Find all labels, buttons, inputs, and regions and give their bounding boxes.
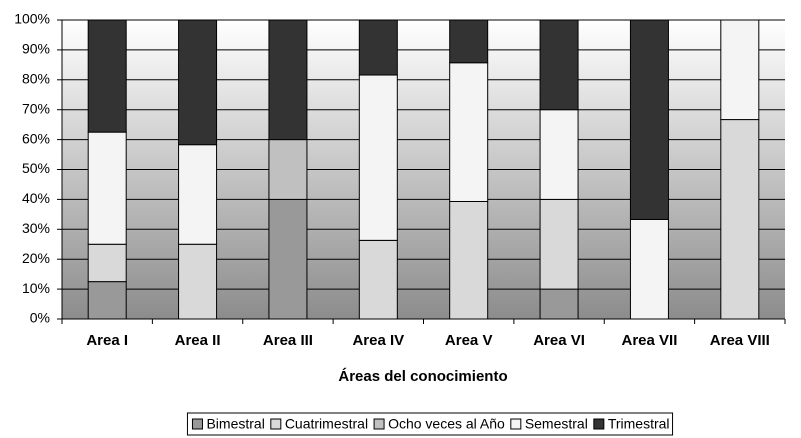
bar-segment [268, 198, 308, 320]
y-tick-label: 90% [22, 41, 50, 57]
x-tick-label: Area I [86, 332, 128, 349]
legend-label: Trimestral [608, 416, 670, 432]
bar-segment [629, 19, 669, 220]
y-tick-label: 40% [22, 190, 50, 206]
y-tick-label: 20% [22, 250, 50, 266]
bar-segment [87, 281, 127, 320]
bar-segment [358, 239, 398, 320]
legend-swatch [191, 418, 203, 430]
bar-segment [720, 119, 760, 320]
bar-segment [268, 19, 308, 141]
bar-segment [268, 139, 308, 200]
bar-segment [178, 19, 218, 146]
x-tick-label: Area VI [533, 332, 585, 349]
x-tick-label: Area III [263, 332, 313, 349]
y-tick-label: 10% [22, 280, 50, 296]
y-tick-label: 80% [22, 71, 50, 87]
bar-segment [178, 144, 218, 245]
legend-label: Bimestral [206, 416, 264, 432]
legend-label: Semestral [525, 416, 588, 432]
x-tick-label: Area VIII [710, 332, 770, 349]
bar-segment [539, 288, 579, 320]
bar-segment [87, 131, 127, 245]
x-axis-title: Áreas del conocimiento [338, 368, 507, 385]
bar-segment [539, 198, 579, 290]
y-tick-label: 70% [22, 100, 50, 116]
y-tick-label: 30% [22, 220, 50, 236]
y-tick-label: 50% [22, 160, 50, 176]
x-tick-label: Area IV [352, 332, 404, 349]
bar-segment [720, 19, 760, 121]
bar-segment [358, 74, 398, 241]
legend-swatch [510, 418, 522, 430]
x-tick-label: Area VII [622, 332, 678, 349]
legend-label: Ocho veces al Año [388, 416, 505, 432]
legend-swatch [270, 418, 282, 430]
bar-segment [449, 62, 489, 202]
legend-box [186, 412, 674, 436]
legend-swatch [593, 418, 605, 430]
y-tick-label: 0% [30, 310, 50, 326]
bar-segment [539, 19, 579, 111]
bar-segment [539, 109, 579, 200]
bar-segment [178, 243, 218, 320]
y-tick-label: 60% [22, 130, 50, 146]
bar-segment [449, 19, 489, 64]
y-tick-label: 100% [14, 11, 50, 27]
legend-label: Cuatrimestral [285, 416, 368, 432]
bar-segment [629, 218, 669, 320]
legend-swatch [373, 418, 385, 430]
x-tick-label: Area V [445, 332, 493, 349]
bar-segment [87, 243, 127, 283]
bar-segment [358, 19, 398, 76]
bar-segment [87, 19, 127, 133]
x-tick-label: Area II [175, 332, 221, 349]
bar-segment [449, 200, 489, 320]
